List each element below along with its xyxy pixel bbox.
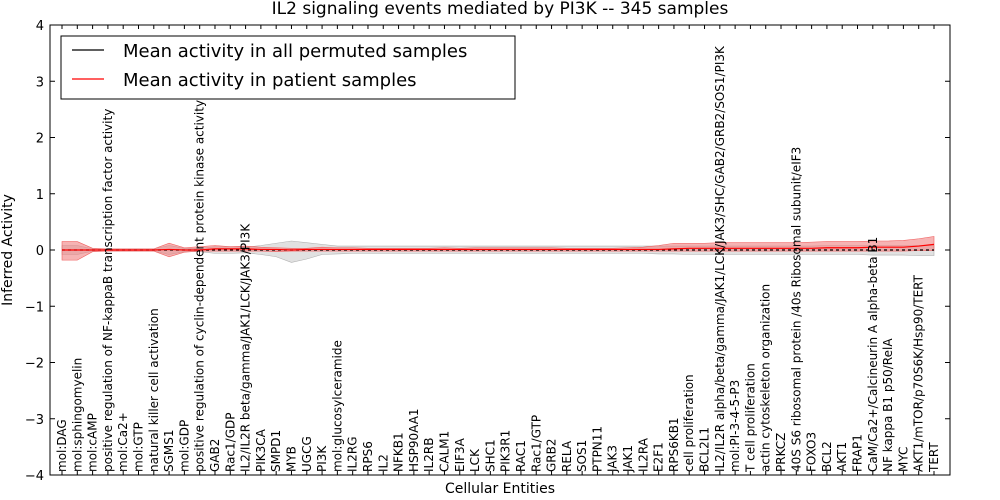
category-label: CALM1 — [437, 431, 451, 472]
category-label: IL2 — [376, 454, 390, 472]
category-label: PTPN11 — [590, 426, 604, 472]
category-label: SMPD1 — [269, 430, 283, 472]
category-label: RPS6 — [361, 441, 375, 472]
category-label: GAB2 — [208, 439, 222, 472]
category-label: positive regulation of NF-kappaB transcr… — [101, 109, 115, 472]
category-label: RAC1 — [514, 440, 528, 472]
y-tick-label: −2 — [25, 357, 44, 372]
category-label: positive regulation of cyclin-dependent … — [193, 100, 207, 472]
y-axis-label: Inferred Activity — [0, 194, 16, 306]
category-label: IL2RB — [422, 438, 436, 472]
y-tick-label: 1 — [36, 188, 44, 203]
y-tick-label: 4 — [36, 19, 44, 34]
category-label: RPS6KB1 — [667, 417, 681, 472]
category-label: JAK1 — [621, 445, 635, 473]
x-axis-label: Cellular Entities — [445, 481, 555, 497]
chart-title: IL2 signaling events mediated by PI3K --… — [272, 0, 729, 19]
category-label: LCK — [468, 448, 482, 472]
category-label: 40S S6 ribosomal protein /40s Ribosomal … — [789, 147, 803, 472]
category-label: mol:glucosylceramide — [330, 340, 344, 472]
category-label: PIK3R1 — [499, 430, 513, 472]
category-label: natural killer cell activation — [147, 308, 161, 472]
category-label: CaM/Ca2+/Calcineurin A alpha-beta B1 — [866, 237, 880, 472]
category-label: PIK3CA — [254, 428, 268, 472]
category-label: mol:cAMP — [86, 413, 100, 472]
category-label: RELA — [560, 440, 574, 472]
legend-label-permuted: Mean activity in all permuted samples — [123, 41, 467, 62]
legend: Mean activity in all permuted samples Me… — [60, 35, 516, 100]
category-label: FRAP1 — [851, 434, 865, 472]
category-label: mol:DAG — [55, 419, 69, 472]
category-label: mol:GTP — [131, 422, 145, 472]
category-label: actin cytoskeleton organization — [759, 284, 773, 472]
category-label: BCL2L1 — [698, 427, 712, 472]
category-label: NFKB1 — [392, 432, 406, 472]
category-label: GRB2 — [545, 438, 559, 472]
category-label: SHC1 — [483, 439, 497, 472]
category-label: Rac1/GTP — [529, 415, 543, 472]
category-label: mol:PI-3-4-5-P3 — [728, 380, 742, 472]
y-tick-label: −1 — [25, 300, 44, 315]
category-label: SGMS1 — [162, 429, 176, 472]
category-label: mol:sphingomyelin — [70, 358, 84, 472]
category-label: IL2RA — [636, 437, 650, 472]
category-label: E2F1 — [652, 442, 666, 472]
category-label: IL2/IL2R beta/gamma/JAK1/LCK/JAK3/PI3K — [239, 223, 253, 472]
category-label: TERT — [927, 442, 941, 473]
y-tick-label: −3 — [25, 413, 44, 428]
y-tick-label: 0 — [36, 244, 44, 259]
category-label: mol:GDP — [177, 420, 191, 472]
category-label: AKT1 — [835, 442, 849, 472]
category-label: cell proliferation — [682, 374, 696, 472]
category-label: IL2RG — [346, 437, 360, 473]
category-label: T cell proliferation — [743, 363, 757, 473]
y-tick-label: −4 — [25, 469, 44, 484]
category-label: NF kappa B1 p50/RelA — [881, 338, 895, 472]
category-label: UGCG — [300, 436, 314, 472]
category-label: PRKCZ — [774, 433, 788, 472]
category-label: IL2/IL2R alpha/beta/gamma/JAK1/LCK/JAK3/… — [713, 45, 727, 472]
category-label: MYC — [896, 447, 910, 472]
lines-layer — [62, 243, 935, 251]
category-label: mol:Ca2+ — [116, 412, 130, 472]
category-label: BCL2 — [820, 441, 834, 472]
category-labels: mol:DAG mol:sphingomyelin mol:cAMP positive… — [55, 45, 941, 473]
series-patient-line — [62, 243, 935, 251]
category-label: MYB — [284, 446, 298, 472]
category-label: AKT1/mTOR/p70S6K/Hsp90/TERT — [912, 274, 926, 472]
category-label: HSP90AA1 — [407, 408, 421, 472]
legend-label-patient: Mean activity in patient samples — [123, 70, 417, 91]
y-tick-label: 2 — [36, 132, 44, 147]
category-label: EIF3A — [453, 437, 467, 472]
category-label: JAK3 — [606, 445, 620, 473]
category-label: PI3K — [315, 445, 329, 472]
legend-box — [60, 35, 516, 100]
axis-ticks: −4 −3 −2 −1 0 1 2 3 4 — [25, 19, 950, 484]
y-tick-label: 3 — [36, 75, 44, 90]
category-label: FOXO3 — [805, 432, 819, 472]
category-label: SOS1 — [575, 440, 589, 472]
category-label: Rac1/GDP — [223, 413, 237, 472]
